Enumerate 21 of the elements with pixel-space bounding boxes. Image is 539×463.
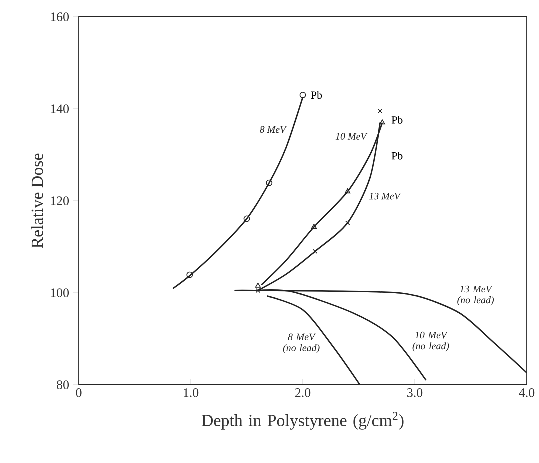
x-tick-label: 1.0 xyxy=(184,388,199,398)
x-tick-label: 4.0 xyxy=(519,388,535,398)
y-tick-label: 80 xyxy=(57,380,70,390)
annotation: Pb xyxy=(392,116,403,124)
series-label: 13 MeV (no lead) xyxy=(458,286,494,306)
x-tick-label: 0 xyxy=(76,388,82,398)
y-axis-title: Relative Dose xyxy=(31,154,44,248)
x-tick-label: 2.0 xyxy=(295,388,311,398)
y-tick-label: 120 xyxy=(51,196,70,206)
series-label: 8 MeV (no lead) xyxy=(283,334,320,354)
annotation: Pb xyxy=(392,152,403,160)
y-tick-label: 100 xyxy=(51,288,70,298)
y-tick-label: 160 xyxy=(51,12,70,22)
x-tick-label: 3.0 xyxy=(408,388,423,398)
y-tick-label: 140 xyxy=(51,104,70,114)
series-label: 10 MeV xyxy=(336,133,368,140)
series-label: 10 MeV (no lead) xyxy=(412,332,450,352)
annotation: Pb xyxy=(311,91,322,100)
x-axis-title: Depth in Polystyrene (g/cm$^{2}$) xyxy=(202,412,404,430)
series-label: 8 MeV xyxy=(260,126,288,134)
series-label: 13 MeV xyxy=(370,193,402,200)
